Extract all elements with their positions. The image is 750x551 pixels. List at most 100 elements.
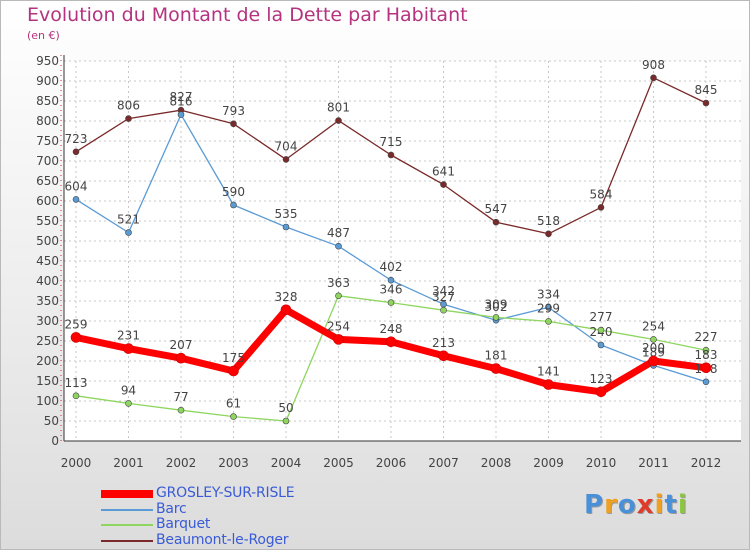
data-label: 363 bbox=[327, 276, 350, 290]
data-label: 845 bbox=[695, 83, 718, 97]
logo-letter: o bbox=[617, 490, 637, 520]
data-point bbox=[702, 99, 710, 107]
y-tick-label: 550 bbox=[36, 214, 59, 228]
data-point bbox=[335, 292, 342, 300]
data-label: 227 bbox=[695, 330, 718, 344]
data-label: 793 bbox=[222, 104, 245, 118]
data-point bbox=[125, 229, 132, 236]
data-label: 302 bbox=[485, 300, 508, 314]
data-point bbox=[72, 196, 80, 203]
data-label: 590 bbox=[222, 185, 245, 199]
legend-swatch bbox=[101, 508, 153, 511]
x-tick-label: 2004 bbox=[271, 456, 302, 470]
data-label: 207 bbox=[170, 338, 193, 352]
legend-swatch bbox=[101, 490, 153, 498]
y-tick-label: 100 bbox=[36, 394, 59, 408]
data-point bbox=[72, 392, 80, 400]
data-label: 141 bbox=[537, 365, 560, 379]
legend-swatch bbox=[101, 524, 153, 526]
y-tick-label: 600 bbox=[36, 194, 59, 208]
y-tick-label: 850 bbox=[36, 94, 59, 108]
y-tick-label: 0 bbox=[51, 434, 59, 448]
x-tick-label: 2007 bbox=[428, 456, 459, 470]
data-label: 77 bbox=[173, 390, 188, 404]
data-label: 328 bbox=[275, 290, 298, 304]
logo-letter: i bbox=[677, 490, 688, 520]
data-point bbox=[545, 318, 552, 325]
data-point bbox=[123, 343, 134, 354]
data-point bbox=[282, 417, 290, 425]
data-point bbox=[230, 413, 237, 420]
data-point bbox=[335, 117, 342, 124]
data-label: 346 bbox=[380, 283, 403, 297]
data-point bbox=[492, 218, 500, 226]
data-label: 248 bbox=[380, 322, 403, 336]
logo-letter: t bbox=[664, 490, 678, 520]
data-point bbox=[440, 181, 447, 188]
y-tick-label: 800 bbox=[36, 114, 59, 128]
data-point bbox=[125, 400, 132, 407]
data-point bbox=[702, 346, 710, 354]
y-tick-label: 750 bbox=[36, 134, 59, 148]
y-tick-label: 700 bbox=[36, 154, 59, 168]
x-tick-label: 2001 bbox=[113, 456, 144, 470]
data-label: 254 bbox=[642, 319, 665, 333]
data-point bbox=[490, 363, 502, 374]
data-point bbox=[280, 304, 292, 316]
data-point bbox=[440, 306, 447, 314]
data-point bbox=[387, 151, 395, 159]
data-point bbox=[333, 334, 344, 345]
data-label: 827 bbox=[170, 90, 193, 104]
data-label: 183 bbox=[695, 348, 718, 362]
data-label: 604 bbox=[65, 179, 88, 193]
data-label: 518 bbox=[537, 214, 560, 228]
data-label: 113 bbox=[65, 376, 88, 390]
data-point bbox=[650, 74, 657, 82]
data-point bbox=[177, 406, 185, 414]
x-tick-label: 2010 bbox=[586, 456, 617, 470]
data-point bbox=[595, 386, 607, 398]
legend-label: Barc bbox=[156, 500, 187, 517]
data-point bbox=[597, 326, 605, 334]
data-label: 342 bbox=[432, 284, 455, 298]
data-label: 189 bbox=[642, 345, 665, 359]
data-label: 535 bbox=[275, 207, 298, 221]
x-tick-label: 2008 bbox=[481, 456, 512, 470]
data-label: 547 bbox=[485, 202, 508, 216]
logo-letter: r bbox=[604, 490, 618, 520]
data-label: 231 bbox=[117, 329, 140, 343]
data-label: 175 bbox=[222, 351, 245, 365]
data-label: 123 bbox=[590, 372, 613, 386]
data-label: 723 bbox=[65, 132, 88, 146]
y-tick-label: 400 bbox=[36, 274, 59, 288]
data-label: 334 bbox=[537, 287, 560, 301]
chart-title: Evolution du Montant de la Dette par Hab… bbox=[27, 4, 468, 26]
proxiti-logo: Proxiti bbox=[584, 490, 688, 520]
data-label: 908 bbox=[642, 58, 665, 72]
data-label: 254 bbox=[327, 319, 350, 333]
data-label: 584 bbox=[590, 187, 613, 201]
data-label: 327 bbox=[432, 290, 455, 304]
data-point bbox=[385, 336, 397, 348]
data-point bbox=[387, 299, 395, 306]
data-label: 806 bbox=[117, 99, 140, 113]
data-point bbox=[125, 115, 132, 122]
y-tick-label: 950 bbox=[36, 54, 59, 68]
data-label: 61 bbox=[226, 397, 241, 411]
data-label: 299 bbox=[537, 301, 560, 315]
y-tick-label: 650 bbox=[36, 174, 59, 188]
data-point bbox=[597, 341, 605, 349]
y-tick-label: 450 bbox=[36, 254, 59, 268]
x-tick-label: 2000 bbox=[61, 456, 92, 470]
legend-swatch bbox=[101, 539, 153, 542]
data-point bbox=[70, 332, 82, 343]
data-label: 487 bbox=[327, 226, 350, 240]
data-point bbox=[230, 120, 237, 128]
data-point bbox=[492, 314, 500, 321]
data-label: 641 bbox=[432, 165, 455, 179]
x-tick-label: 2011 bbox=[638, 456, 669, 470]
data-point bbox=[282, 156, 290, 163]
data-label: 181 bbox=[485, 349, 508, 363]
